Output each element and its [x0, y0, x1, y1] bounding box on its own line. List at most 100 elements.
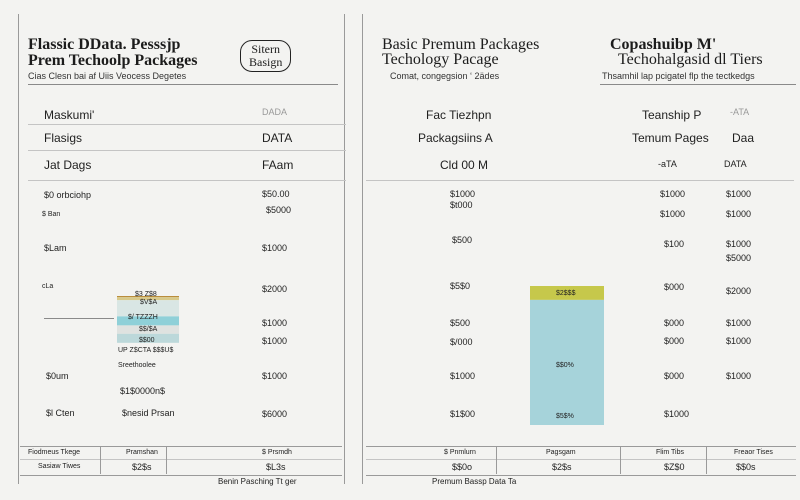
- left-note-3: $nesid Prsan: [122, 408, 175, 418]
- left-row-value-7: $1000: [262, 336, 288, 346]
- right-col1-value-3: $500: [452, 235, 473, 245]
- right-col3-value-1: $1000: [726, 189, 752, 199]
- left-note-2: $1$0000n$: [120, 386, 166, 396]
- right-footer-table: [366, 446, 796, 476]
- left-footer-table: [20, 446, 342, 476]
- right-footer-header-1: $ Pnmlurn: [444, 449, 476, 456]
- right-footer-header-4: Freaor Tises: [734, 449, 773, 456]
- right-panel-border-left: [362, 14, 363, 484]
- right-subtitle-a: Comat, congegsion ‘ 2ädes: [390, 71, 500, 81]
- left-footer-header-3: $ Prsmdh: [262, 449, 292, 456]
- right-title-a-line-1: Basic Premum Packages: [382, 36, 540, 53]
- right-subtitle-b: Thsamhil lap pcigatel flp the tectkedgs: [602, 71, 755, 81]
- right-footer-value-4: $$0s: [736, 462, 756, 472]
- left-row-value-9: $6000: [262, 409, 288, 419]
- left-panel-border-left: [18, 14, 19, 484]
- left-row-label-3: $ Ban: [42, 211, 61, 218]
- left-footer-mid-rule: [20, 459, 342, 460]
- left-panel-border-right: [344, 14, 345, 484]
- right-stacked-bar-chart: [530, 286, 604, 425]
- left-row-value-5: $2000: [262, 284, 288, 294]
- left-head-label-2: Flasigs: [44, 131, 83, 145]
- stack-segment-5: [117, 325, 179, 334]
- left-badge-line-2: Basign: [249, 55, 283, 69]
- right-head-b-label-2: Temum Pages: [632, 131, 709, 145]
- right-col2-value-5: $000: [664, 318, 685, 328]
- right-col2-value-6: $000: [664, 336, 685, 346]
- left-row-label-1: $0 orbciohp: [44, 190, 92, 200]
- left-badge-line-1: Sitern: [251, 42, 280, 56]
- right-footer-divider-2: [620, 446, 621, 474]
- right-col2-value-4: $000: [664, 282, 685, 292]
- left-subtitle: Cias Clesn bai af Uiis Veocess Degetes: [28, 71, 187, 81]
- left-footer-divider-2: [166, 446, 167, 474]
- right-col3-value-3: $1000: [726, 239, 752, 249]
- right-head-b-value-3: DATA: [724, 159, 747, 169]
- right-col1-value-7: $1000: [450, 371, 476, 381]
- left-stack-label-1: $3 Z$8: [135, 291, 157, 298]
- right-title-a-line-2: Techology Pacage: [382, 51, 499, 68]
- left-row-value-4: $1000: [262, 243, 288, 253]
- right-head-b-label-3: -aTA: [658, 159, 677, 169]
- left-row-label-4: $Lam: [44, 243, 67, 253]
- left-stack-label-6: UP Z$CTA $$$U$: [118, 347, 174, 354]
- right-col1-value-5: $500: [450, 318, 471, 328]
- right-col3-value-2: $1000: [726, 209, 752, 219]
- left-row-label-8: $0um: [46, 371, 69, 381]
- left-footer-header-2: Pramshan: [126, 449, 158, 456]
- right-footer-value-2: $2$s: [552, 462, 572, 472]
- right-title-b-line-2: Techohalgasid dl Tiers: [618, 51, 763, 68]
- left-rule-1: [28, 124, 346, 125]
- right-col2-value-7: $000: [664, 371, 685, 381]
- right-footer-value-1: $$0o: [452, 462, 473, 472]
- right-bar-label-3: $5$%: [556, 413, 574, 420]
- right-title-b-line-1: Copashuibp M': [610, 36, 717, 53]
- left-row-value-8: $1000: [262, 371, 288, 381]
- right-footer-header-2: Pagsgam: [546, 449, 576, 456]
- right-bar-label-1: $2$$$: [556, 290, 576, 297]
- right-head-b-value-2: Daa: [732, 131, 755, 145]
- left-head-label-1: Maskumi': [44, 108, 95, 122]
- left-subtitle-rule: [28, 84, 338, 85]
- stack-segment-1: [117, 296, 179, 298]
- left-row-label-9: $l Cten: [46, 408, 75, 418]
- right-subtitle-rule: [600, 84, 796, 85]
- right-col3-value-5: $2000: [726, 286, 752, 296]
- left-row-value-1: $50.00: [262, 189, 290, 199]
- right-bar-label-2: $$0%: [556, 362, 574, 369]
- left-footer-divider-1: [100, 446, 101, 474]
- right-col1-value-1: $1000: [450, 189, 476, 199]
- left-stack-label-2: $V$A: [140, 299, 158, 306]
- left-row-value-6: $1000: [262, 318, 288, 328]
- right-head-a-label-1: Fac Tiezhpn: [426, 108, 492, 122]
- right-head-b-label-1: Teanship P: [642, 108, 702, 122]
- right-footer-divider-3: [706, 446, 707, 474]
- right-footer-divider-1: [496, 446, 497, 474]
- right-col2-value-8: $1000: [664, 409, 690, 419]
- right-footer-header-3: Flim Tibs: [656, 449, 684, 456]
- left-title-line-1: Flassic DData. Pesssjp: [28, 36, 181, 53]
- left-head-value-2: DATA: [262, 131, 293, 145]
- right-col2-value-2: $1000: [660, 209, 686, 219]
- stack-segment-2: [117, 297, 179, 301]
- left-row-label-5: cLa: [42, 283, 54, 290]
- left-rule-2: [28, 150, 346, 151]
- left-head-value-1: DADA: [262, 107, 288, 117]
- right-footer-mid-rule: [366, 459, 796, 460]
- left-footer-caption: Benin Pasching Tt ger: [218, 477, 297, 486]
- right-head-a-label-3: Cld 00 M: [440, 158, 489, 172]
- left-head-label-3: Jat Dags: [44, 158, 92, 172]
- left-note-1: Sreethoolee: [118, 362, 156, 369]
- right-col1-value-8: $1$00: [450, 409, 476, 419]
- stack-segment-2: [530, 299, 604, 425]
- right-head-b-value-1: -ATA: [730, 107, 750, 117]
- left-stacked-bar-chart: [117, 296, 179, 343]
- left-stack-label-5: $$00: [139, 337, 155, 344]
- left-footer-value-1: Sasiaw Tiwes: [38, 463, 81, 470]
- left-stack-label-4: $$/$A: [139, 326, 158, 333]
- stack-segment-4: [117, 316, 179, 326]
- stack-segment-1: [530, 286, 604, 300]
- left-footer-header-1: Fiodmeus Tkege: [28, 449, 81, 456]
- left-row-value-2: $5000: [266, 205, 292, 215]
- stack-segment-6: [117, 333, 179, 343]
